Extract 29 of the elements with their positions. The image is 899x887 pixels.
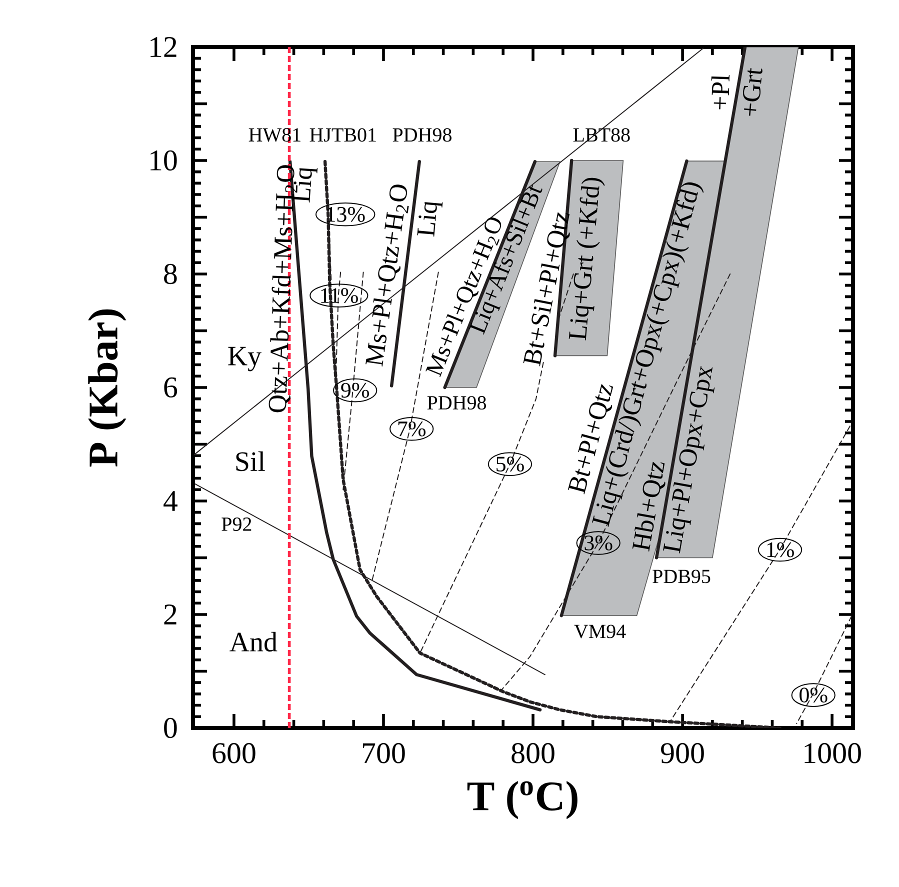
x-tick-label: 700 <box>362 743 405 764</box>
annotation: PDH98 <box>392 128 452 142</box>
annotation: +Pl <box>711 75 730 110</box>
x-tick-label: 600 <box>212 743 256 764</box>
annotation: P92 <box>222 518 252 531</box>
annotation: HJTB01 <box>310 128 376 142</box>
annotation: 9% <box>341 382 369 398</box>
y-tick-label: 10 <box>150 150 177 171</box>
annotation: +Grt <box>742 68 762 116</box>
annotation: Ms+Pl+Qtz+H$_{2}$O <box>366 184 409 366</box>
annotation: VM94 <box>574 624 626 638</box>
x-tick-label: 900 <box>661 743 704 764</box>
annotation: Liq <box>417 202 443 237</box>
y-tick-label: 0 <box>164 718 177 738</box>
y-tick-label: 2 <box>164 604 176 624</box>
annotation: PDH98 <box>427 396 486 410</box>
annotation: Ky <box>228 346 262 372</box>
annotation: And <box>230 632 278 652</box>
annotation: HW81 <box>248 128 300 142</box>
y-tick-label: 8 <box>164 264 177 284</box>
annotation: Sil <box>236 451 265 472</box>
y-tick-label: 12 <box>150 37 176 57</box>
x-tick-label: 1000 <box>804 743 861 764</box>
annotation: PDB95 <box>652 570 710 584</box>
y-tick-label: 4 <box>164 491 178 511</box>
x-tick-label: 800 <box>512 743 554 764</box>
x-axis-title: T ($^{o}$C) <box>467 781 578 820</box>
y-tick-label: 6 <box>164 377 178 398</box>
y-axis-title: P (Kbar) <box>88 309 126 467</box>
